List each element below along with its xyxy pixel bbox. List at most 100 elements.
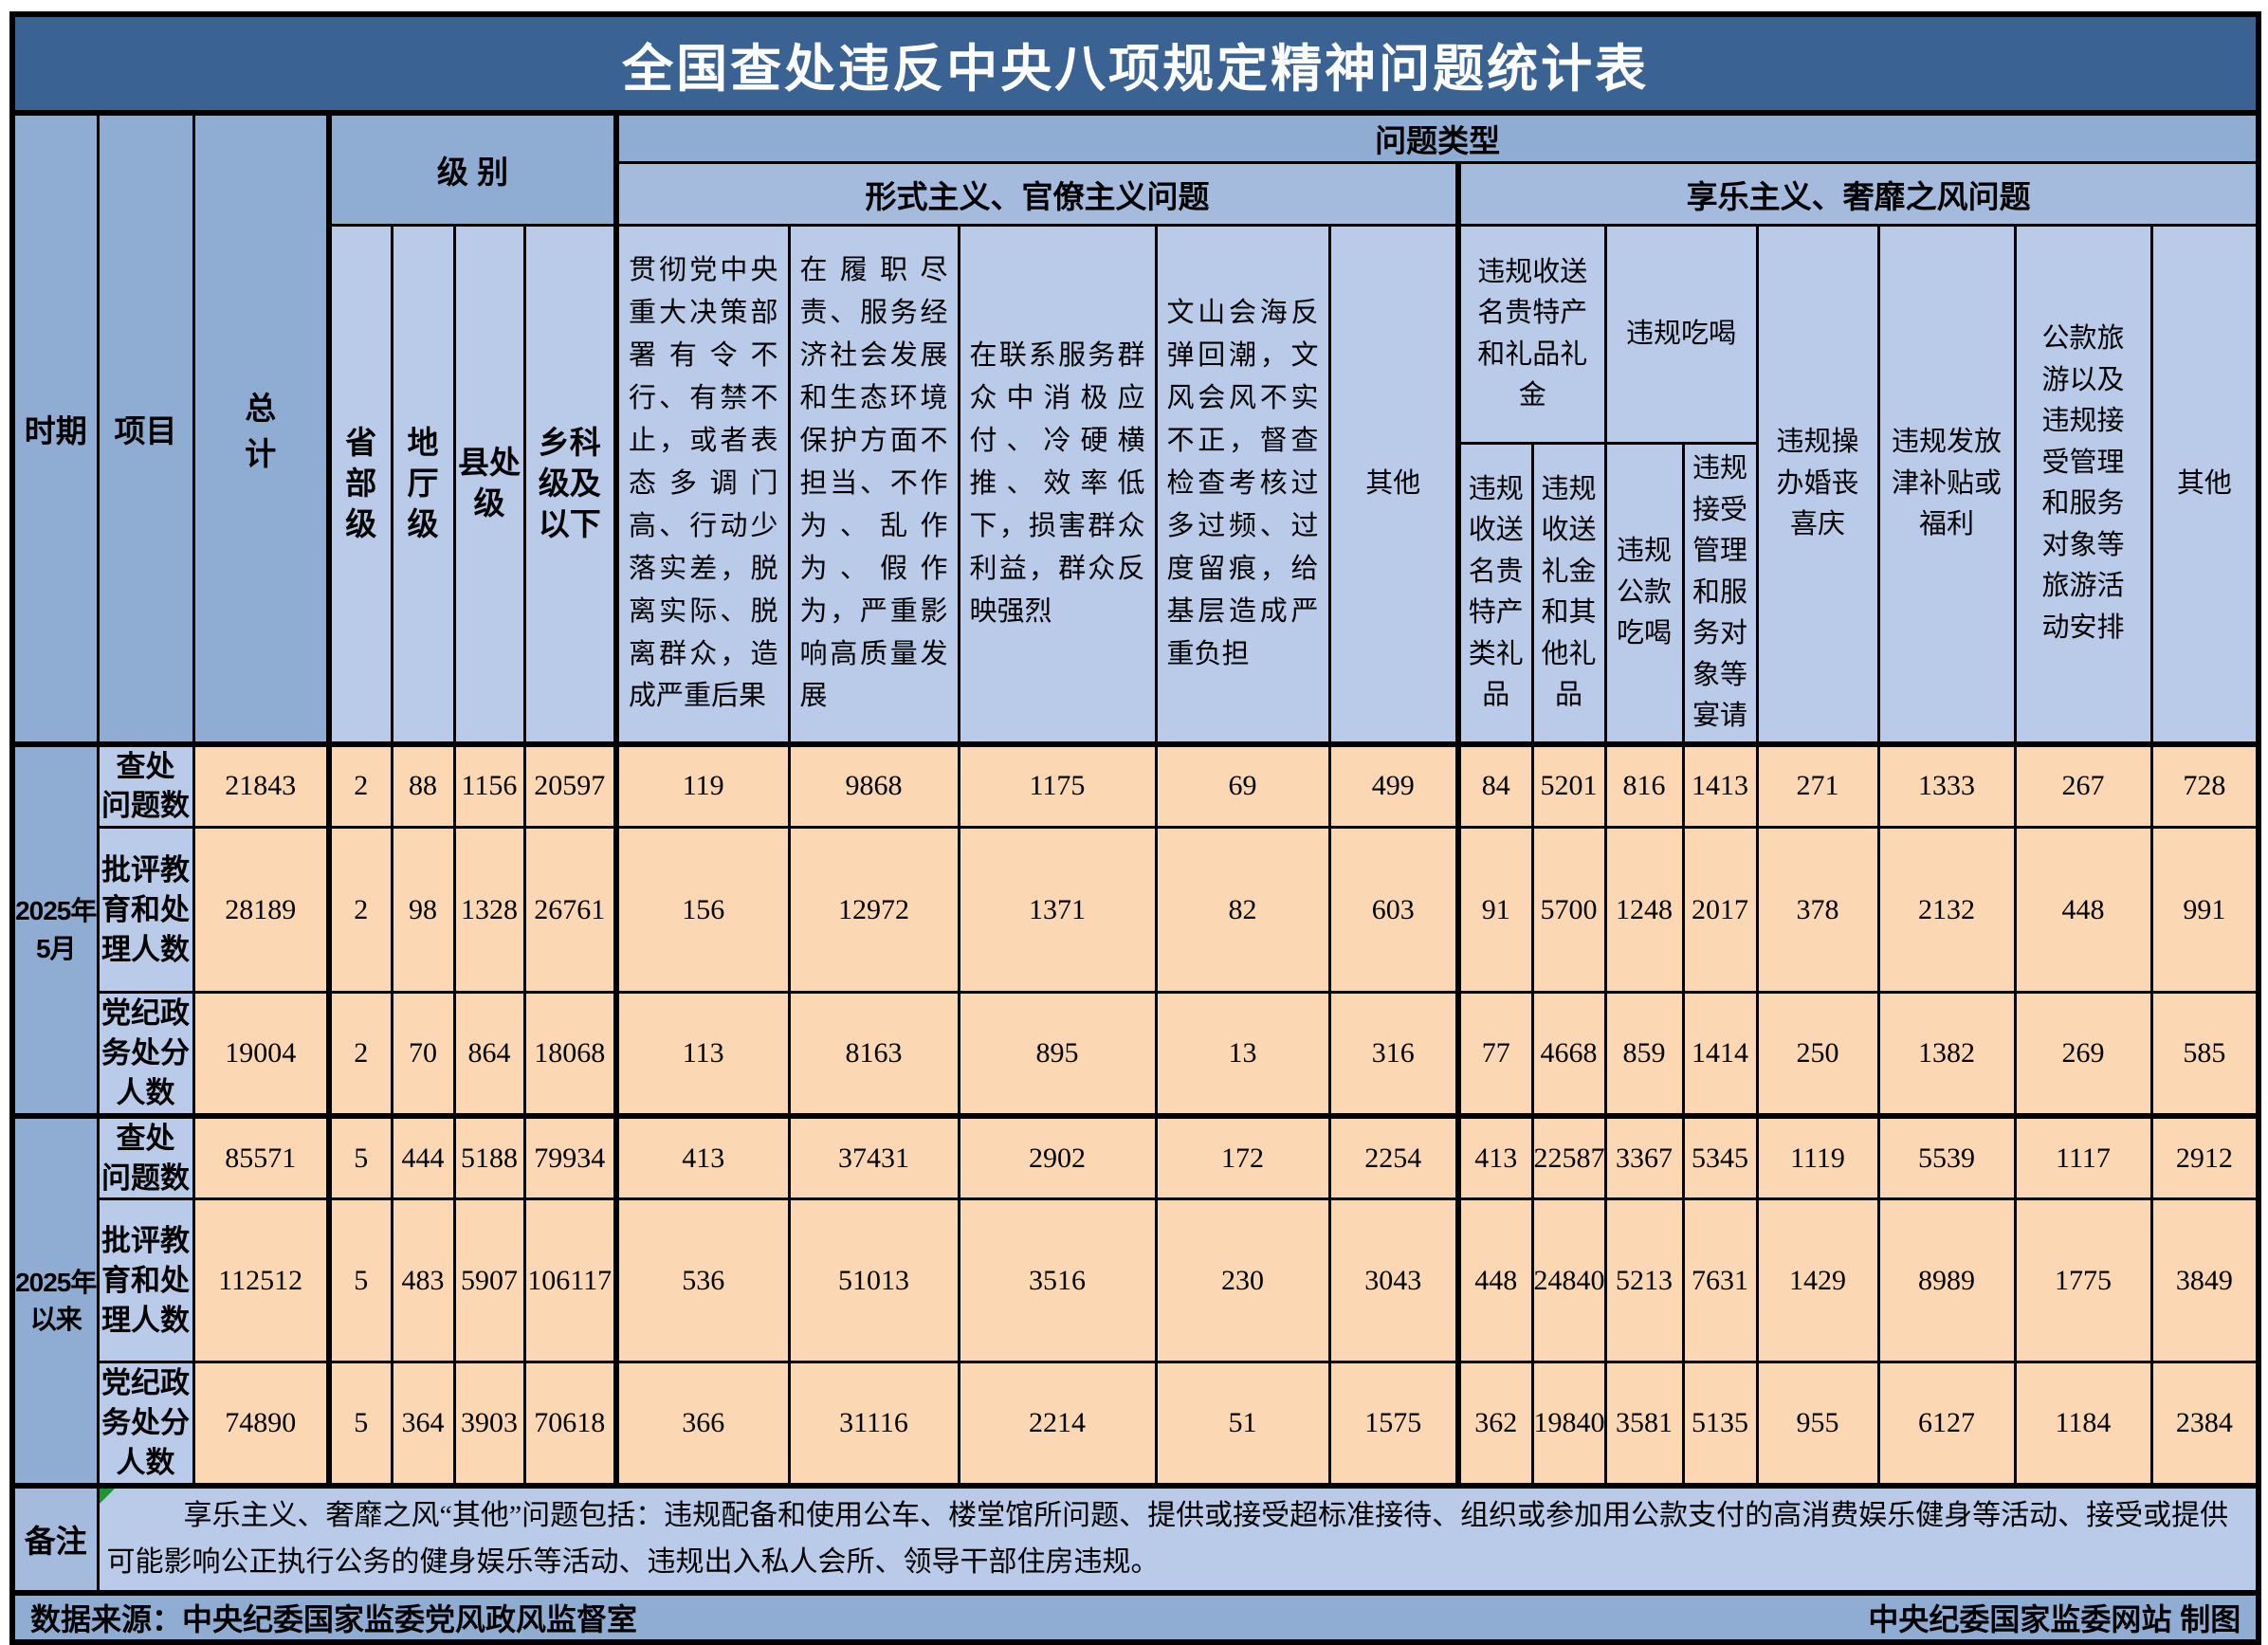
value-cell: 2902 <box>957 1112 1158 1201</box>
value-cell: 1413 <box>1681 740 1759 830</box>
value-cell: 119 <box>613 740 791 830</box>
header-formalism-group: 形式主义、官僚主义问题 <box>613 161 1460 227</box>
value-cell: 1156 <box>452 740 526 830</box>
value-cell: 106117 <box>522 1197 618 1364</box>
value-cell: 19840 <box>1530 1361 1607 1488</box>
value-cell: 113 <box>613 991 791 1118</box>
value-cell: 536 <box>613 1197 791 1364</box>
value-cell: 74890 <box>192 1361 331 1488</box>
header-period: 时期 <box>10 111 100 745</box>
value-cell: 2017 <box>1681 826 1759 995</box>
value-cell: 7631 <box>1681 1197 1759 1364</box>
value-cell: 2 <box>326 740 393 830</box>
value-cell: 267 <box>2013 740 2153 830</box>
value-cell: 728 <box>2149 740 2260 830</box>
header-total: 总 计 <box>192 111 331 745</box>
value-cell: 13 <box>1154 991 1331 1118</box>
value-cell: 28189 <box>192 826 331 995</box>
value-cell: 1333 <box>1876 740 2017 830</box>
value-cell: 5201 <box>1530 740 1607 830</box>
value-cell: 955 <box>1755 1361 1880 1488</box>
value-cell: 51013 <box>787 1197 960 1364</box>
value-cell: 26761 <box>522 826 618 995</box>
header-allowances: 违规发放津补贴或福利 <box>1876 224 2017 745</box>
value-cell: 18068 <box>522 991 618 1118</box>
value-cell: 3516 <box>957 1197 1158 1364</box>
value-cell: 79934 <box>522 1112 618 1201</box>
value-cell: 156 <box>613 826 791 995</box>
value-cell: 1119 <box>1755 1112 1880 1201</box>
excel-flag-triangle-icon <box>101 1490 115 1504</box>
value-cell: 5345 <box>1681 1112 1759 1201</box>
value-cell: 70618 <box>522 1361 618 1488</box>
period-2025-may: 2025年 5月 <box>10 740 100 1118</box>
value-cell: 172 <box>1154 1112 1331 1201</box>
value-cell: 1429 <box>1755 1197 1880 1364</box>
header-item: 项目 <box>96 111 195 745</box>
value-cell: 12972 <box>787 826 960 995</box>
value-cell: 31116 <box>787 1361 960 1488</box>
value-cell: 230 <box>1154 1197 1331 1364</box>
value-cell: 19004 <box>192 991 331 1118</box>
data-source-label: 数据来源：中央纪委国家监委党风政风监督室 <box>30 1601 638 1636</box>
header-gifts-sub-cash: 违规收送礼金和其他礼品 <box>1530 442 1607 745</box>
value-cell: 21843 <box>192 740 331 830</box>
value-cell: 37431 <box>787 1112 960 1201</box>
value-cell: 51 <box>1154 1361 1331 1488</box>
value-cell: 112512 <box>192 1197 331 1364</box>
row-label: 查处 问题数 <box>96 740 195 830</box>
period-2025-ytd: 2025年 以来 <box>10 1112 100 1488</box>
value-cell: 1248 <box>1603 826 1685 995</box>
value-cell: 5213 <box>1603 1197 1685 1364</box>
value-cell: 1117 <box>2013 1112 2153 1201</box>
value-cell: 5 <box>326 1112 393 1201</box>
value-cell: 378 <box>1755 826 1880 995</box>
remark-label: 备注 <box>10 1482 100 1595</box>
value-cell: 585 <box>2149 991 2260 1118</box>
header-level-province: 省部级 <box>326 224 393 745</box>
value-cell: 24840 <box>1530 1197 1607 1364</box>
value-cell: 366 <box>613 1361 791 1488</box>
header-formalism-col-1: 贯彻党中央重大决策部署有令不行、有禁不止，或者表态多调门高、行动少落实差，脱离实… <box>613 224 791 745</box>
value-cell: 6127 <box>1876 1361 2017 1488</box>
credit-label: 中央纪委国家监委网站 制图 <box>1868 1601 2241 1636</box>
header-hedonism-other: 其他 <box>2149 224 2260 745</box>
value-cell: 9868 <box>787 740 960 830</box>
value-cell: 3043 <box>1327 1197 1460 1364</box>
header-level-group: 级 别 <box>326 111 618 227</box>
remark-cell: 享乐主义、奢靡之风“其他”问题包括：违规配备和使用公车、楼堂馆所问题、提供或接受… <box>96 1482 2260 1595</box>
value-cell: 1184 <box>2013 1361 2153 1488</box>
remark-text: 享乐主义、奢靡之风“其他”问题包括：违规配备和使用公车、楼堂馆所问题、提供或接受… <box>106 1499 2229 1579</box>
value-cell: 88 <box>390 740 456 830</box>
row-label: 党纪政 务处分 人数 <box>96 1361 195 1488</box>
value-cell: 69 <box>1154 740 1331 830</box>
header-level-township: 乡科级及以下 <box>522 224 618 745</box>
value-cell: 483 <box>390 1197 456 1364</box>
row-label: 批评教 育和处 理人数 <box>96 826 195 995</box>
header-dining-sub-public: 违规公款吃喝 <box>1603 442 1685 745</box>
value-cell: 3849 <box>2149 1197 2260 1364</box>
value-cell: 70 <box>390 991 456 1118</box>
value-cell: 316 <box>1327 991 1460 1118</box>
value-cell: 1371 <box>957 826 1158 995</box>
value-cell: 20597 <box>522 740 618 830</box>
value-cell: 250 <box>1755 991 1880 1118</box>
value-cell: 8989 <box>1876 1197 2017 1364</box>
footer-bar: 数据来源：中央纪委国家监委党风政风监督室 中央纪委国家监委网站 制图 <box>10 1589 2260 1644</box>
value-cell: 2 <box>326 991 393 1118</box>
value-cell: 2 <box>326 826 393 995</box>
value-cell: 3581 <box>1603 1361 1685 1488</box>
value-cell: 448 <box>1455 1197 1534 1364</box>
value-cell: 84 <box>1455 740 1534 830</box>
value-cell: 991 <box>2149 826 2260 995</box>
value-cell: 2214 <box>957 1361 1158 1488</box>
header-hedonism-group: 享乐主义、奢靡之风问题 <box>1454 161 2260 227</box>
value-cell: 1382 <box>1876 991 2017 1118</box>
value-cell: 5188 <box>452 1112 526 1201</box>
value-cell: 8163 <box>787 991 960 1118</box>
value-cell: 85571 <box>192 1112 331 1201</box>
header-formalism-col-3: 在联系服务群众中消极应付、冷硬横推、效率低下，损害群众利益，群众反映强烈 <box>957 224 1158 745</box>
value-cell: 22587 <box>1530 1112 1607 1201</box>
value-cell: 5539 <box>1876 1112 2017 1201</box>
header-level-county: 县处级 <box>452 224 526 745</box>
